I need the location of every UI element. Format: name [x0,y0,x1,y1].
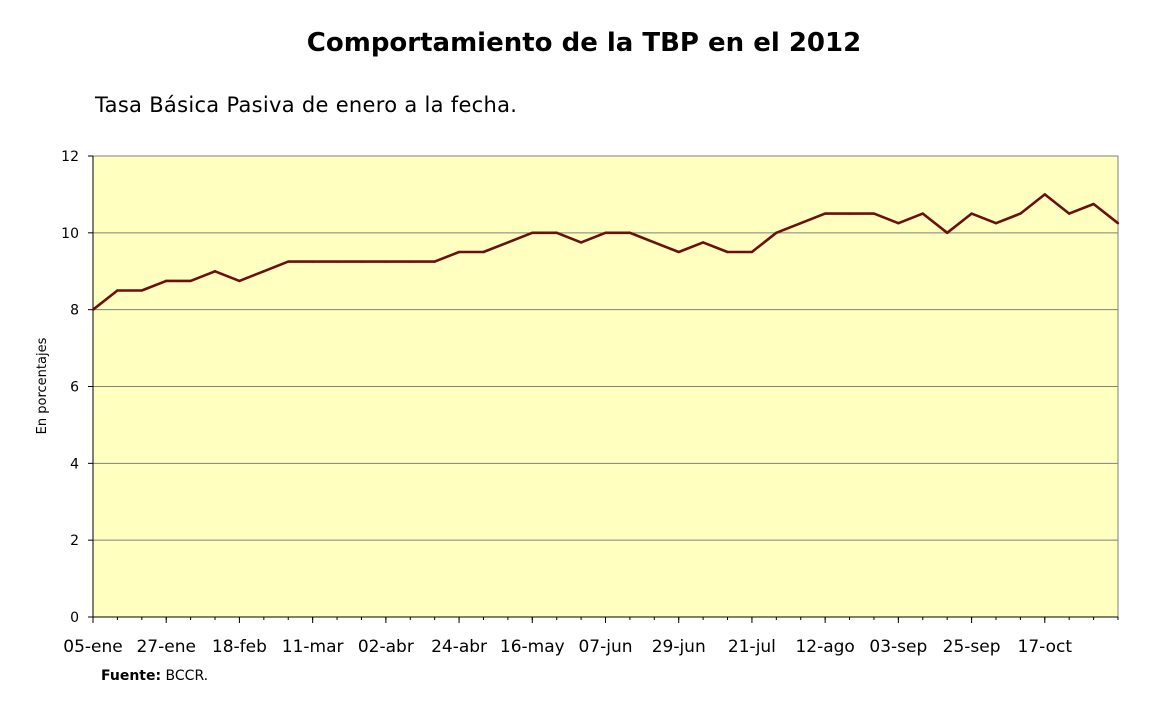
source-note: Fuente: BCCR. [101,668,208,684]
data-point [897,222,900,225]
data-point [213,270,217,273]
data-point [506,241,510,244]
x-tick-label: 02-abr [358,637,414,657]
y-tick-label: 0 [70,610,79,626]
data-point [482,250,485,254]
data-point [189,279,192,283]
data-point [970,212,973,215]
data-point [91,308,95,311]
data-point [140,289,144,292]
x-tick-label: 11-mar [282,637,344,657]
data-point [823,212,827,215]
x-tick-label: 21-jul [728,637,776,657]
y-tick-label: 4 [70,456,79,472]
data-point [726,250,729,254]
y-axis-label: En porcentajes [35,337,50,434]
y-tick-label: 2 [70,533,79,549]
data-point [1092,202,1095,206]
y-tick-label: 8 [70,303,79,319]
data-point [165,279,168,283]
y-tick-label: 10 [61,226,79,242]
data-point [433,260,436,263]
data-point [1116,222,1120,225]
x-tick-label: 18-feb [212,637,267,657]
x-tick-label: 24-abr [431,637,487,657]
data-point [262,270,266,273]
x-tick-label: 17-oct [1018,637,1073,657]
x-tick-label: 29-jun [652,637,706,657]
data-point [653,241,656,244]
x-tick-label: 05-ene [63,637,122,657]
data-point [457,250,461,254]
data-point [116,289,119,292]
x-tick-label: 07-jun [578,637,632,657]
data-point [921,212,924,215]
data-point [750,250,754,254]
data-point [360,260,363,263]
data-point [384,260,388,263]
source-text: BCCR. [165,668,209,684]
data-point [1043,193,1046,196]
data-point [238,279,241,283]
x-tick-label: 27-ene [136,637,195,657]
data-point [677,250,680,254]
data-point [409,260,412,263]
data-point [1019,212,1022,215]
data-point [579,241,583,244]
data-point [335,260,339,263]
data-point [531,231,534,235]
data-point [799,222,802,225]
data-point [945,231,949,235]
data-point [628,231,632,235]
data-point [555,231,558,235]
data-point [287,260,290,263]
y-tick-label: 12 [61,149,79,165]
y-tick-label: 6 [70,380,79,396]
data-point [872,212,876,215]
source-label: Fuente: [101,668,162,684]
data-point [775,231,778,235]
x-tick-label: 12-ago [795,637,854,657]
chart-subtitle: Tasa Básica Pasiva de enero a la fecha. [95,93,518,117]
data-point [1067,212,1071,215]
data-point [848,212,851,215]
chart-title: Comportamiento de la TBP en el 2012 [306,28,862,58]
x-tick-label: 03-sep [869,637,927,657]
x-tick-label: 25-sep [943,637,1001,657]
data-point [604,231,607,235]
data-point [994,222,998,225]
data-point [311,260,314,263]
data-point [701,241,705,244]
x-tick-label: 16-may [500,637,565,657]
